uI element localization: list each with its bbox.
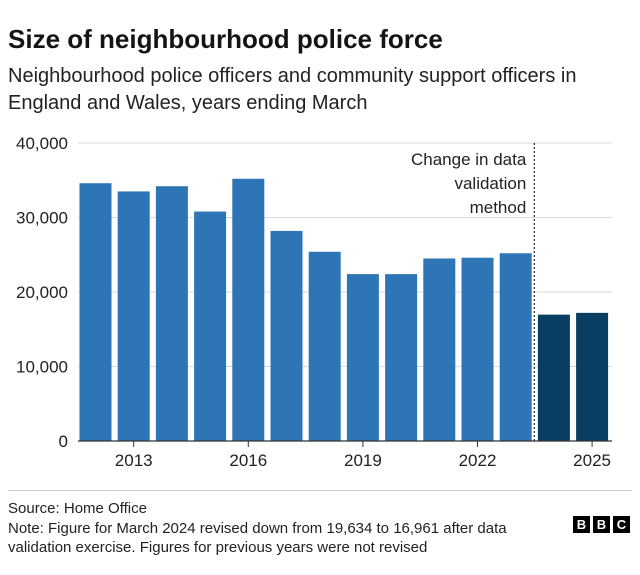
bar: [461, 257, 494, 441]
bar: [194, 211, 227, 441]
bbc-logo-letter: B: [593, 516, 610, 533]
bbc-logo: B B C: [573, 516, 630, 533]
bar: [537, 314, 570, 441]
bar: [576, 312, 609, 441]
x-tick-label: 2025: [573, 451, 611, 470]
chart-subtitle: Neighbourhood police officers and commun…: [8, 65, 577, 114]
annotation-text: validation: [454, 174, 526, 193]
chart-title: Size of neighbourhood police force: [8, 24, 443, 54]
x-tick-label: 2019: [344, 451, 382, 470]
y-tick-label: 40,000: [16, 134, 68, 153]
annotation: Change in data validation method: [411, 143, 535, 441]
bar: [346, 274, 379, 441]
annotation-text: Change in data: [411, 150, 527, 169]
bar: [308, 251, 341, 441]
bbc-logo-letter: B: [573, 516, 590, 533]
axes: 0 10,000 20,000 30,000 40,000 2013 2016 2019 202…: [16, 134, 612, 470]
bar: [423, 258, 456, 441]
y-tick-label: 20,000: [16, 283, 68, 302]
bar: [270, 230, 303, 441]
source-text: Source: Home Office: [8, 500, 147, 517]
x-tick-label: 2013: [115, 451, 153, 470]
y-tick-label: 0: [59, 432, 68, 451]
annotation-text: method: [470, 198, 527, 217]
y-tick-label: 10,000: [16, 358, 68, 377]
x-tick-label: 2022: [459, 451, 497, 470]
bbc-logo-letter: C: [613, 516, 630, 533]
bar: [499, 253, 532, 441]
bar-chart: 0 10,000 20,000 30,000 40,000 2013 2016 2019 202…: [16, 134, 612, 470]
bar: [79, 183, 112, 442]
bar: [385, 274, 418, 441]
note-text: Note: Figure for March 2024 revised down…: [8, 520, 507, 556]
footer-divider: [8, 490, 632, 491]
y-tick-label: 30,000: [16, 209, 68, 228]
bar: [232, 178, 265, 441]
bar: [117, 191, 150, 441]
x-tick-label: 2016: [229, 451, 267, 470]
bar: [155, 186, 188, 441]
bars: [79, 178, 609, 442]
